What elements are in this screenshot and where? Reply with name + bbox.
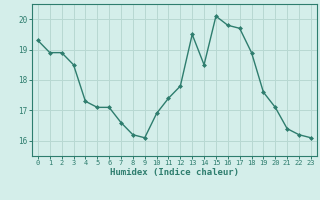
- X-axis label: Humidex (Indice chaleur): Humidex (Indice chaleur): [110, 168, 239, 177]
